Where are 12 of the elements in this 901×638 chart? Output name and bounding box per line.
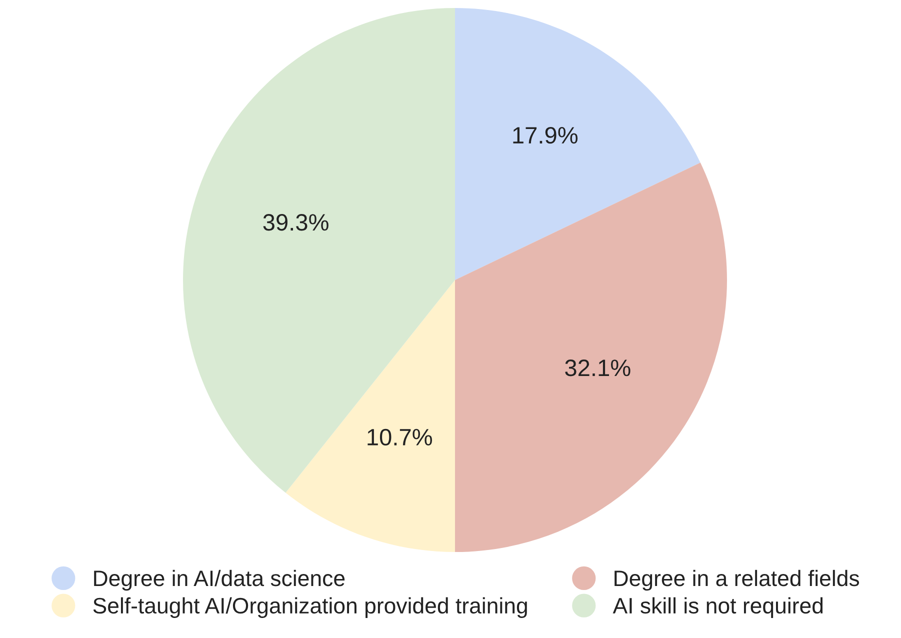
pie-slice	[286, 280, 455, 552]
data-label: 10.7%	[368, 428, 432, 446]
legend-label: Degree in a related fields	[614, 570, 860, 591]
data-label: 32.1%	[565, 360, 630, 376]
data-label: 17.9%	[513, 126, 578, 144]
legend-label: AI skill is not required	[612, 597, 823, 618]
pie-slice	[455, 8, 700, 280]
pie-slice	[455, 162, 727, 552]
pie-slice	[183, 8, 455, 493]
legend-label: Degree in AI/data science	[94, 570, 345, 591]
data-label: 39.3%	[263, 214, 328, 231]
legend-label: Self-taught AI/Organization provided training	[93, 597, 527, 618]
